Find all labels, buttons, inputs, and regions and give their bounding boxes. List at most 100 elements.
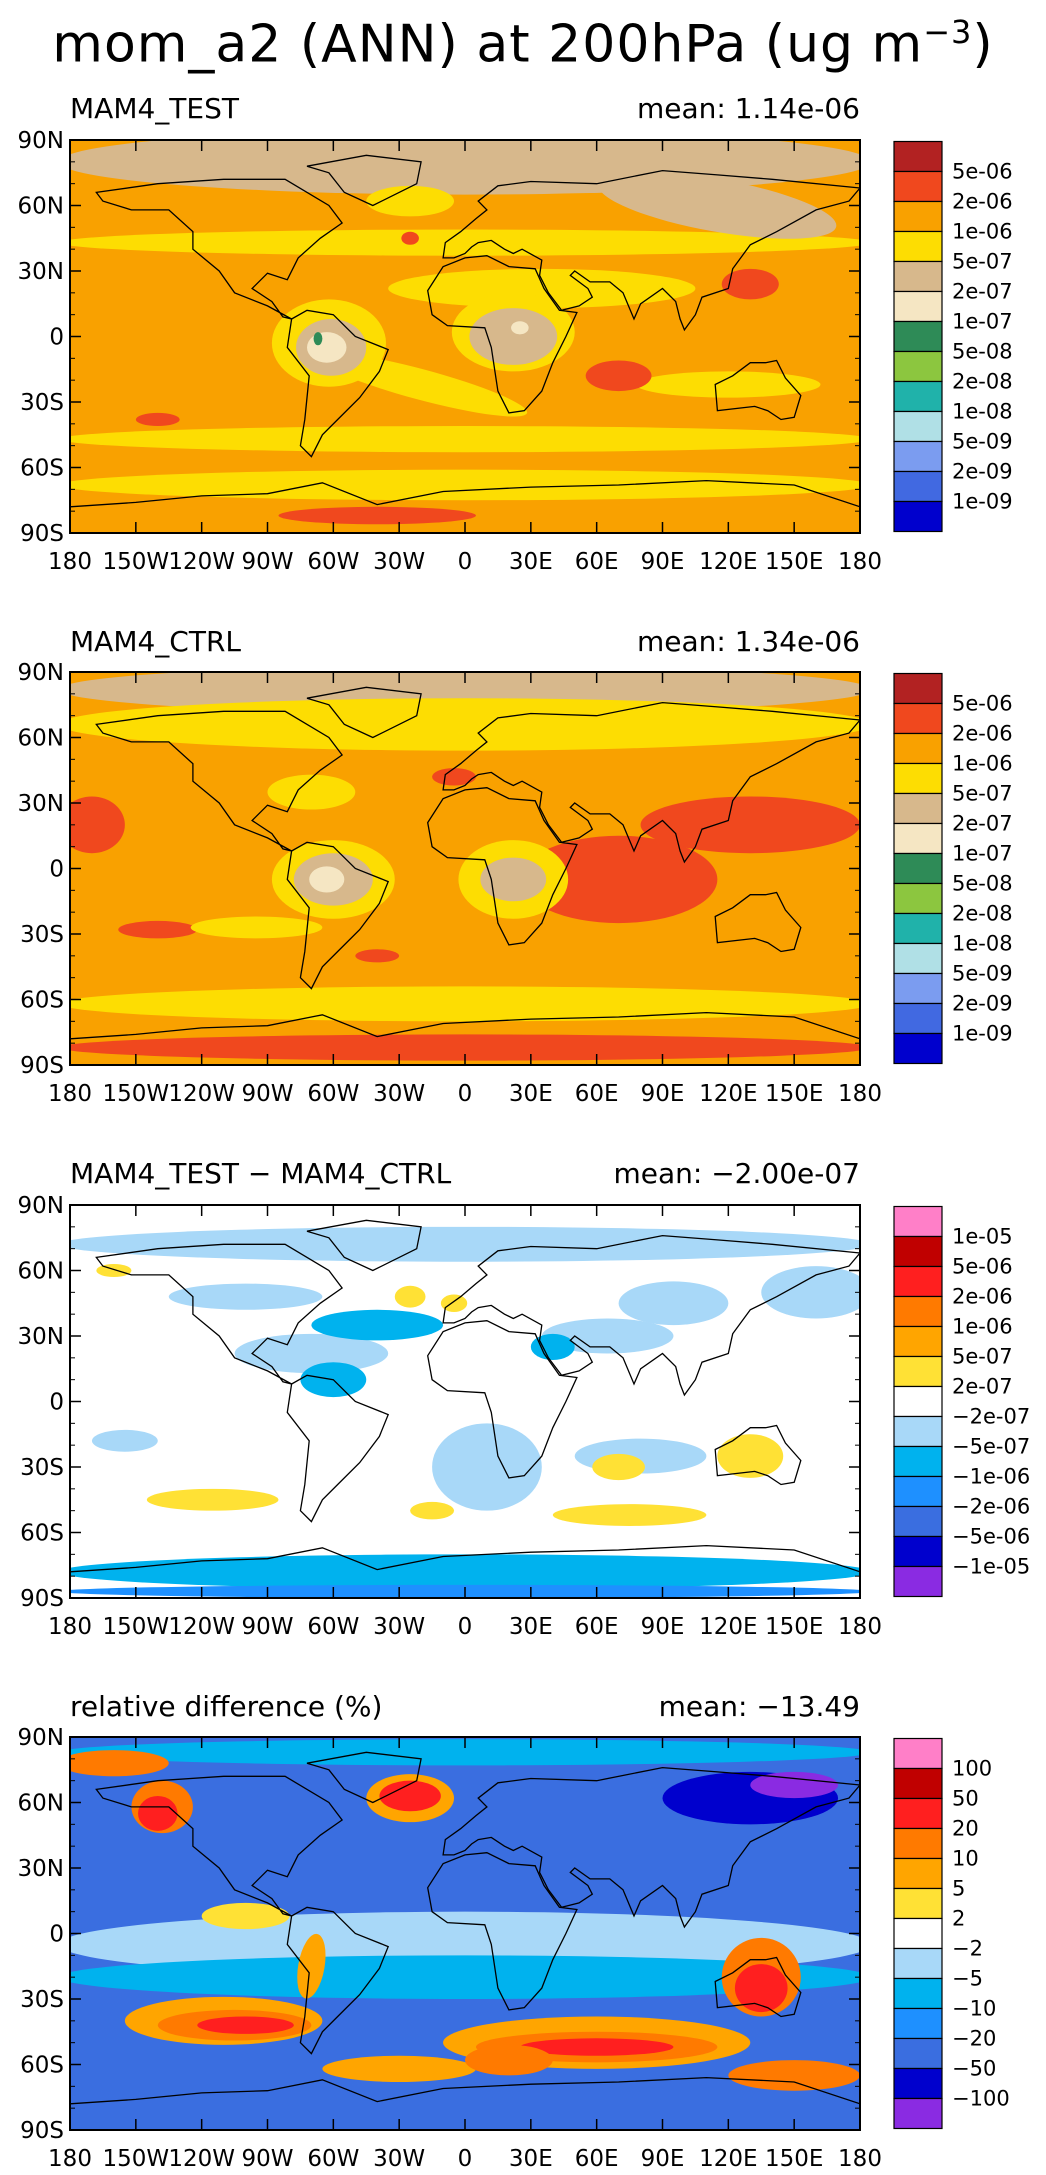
coastline-greenland bbox=[306, 154, 422, 207]
colorbar-box bbox=[893, 170, 943, 203]
lon-label: 0 bbox=[458, 2146, 473, 2172]
colorbar-label: 5e-09 bbox=[952, 430, 1013, 454]
lat-label: 30S bbox=[20, 1455, 64, 1481]
contour-region bbox=[307, 332, 347, 363]
map-field bbox=[70, 1205, 860, 1598]
colorbar-label: 2e-06 bbox=[952, 722, 1013, 746]
colorbar-label: 1e-07 bbox=[952, 842, 1013, 866]
contour-region bbox=[70, 796, 125, 854]
lat-label: 90S bbox=[20, 521, 64, 547]
colorbar-label: 2e-06 bbox=[952, 190, 1013, 214]
lat-label: 60S bbox=[20, 2053, 64, 2079]
colorbar-label: 2e-06 bbox=[952, 1285, 1013, 1309]
lat-label: 30N bbox=[18, 1324, 64, 1350]
contour-region bbox=[480, 857, 547, 902]
lat-label: 60N bbox=[18, 726, 64, 752]
colorbar-box bbox=[893, 290, 943, 323]
lat-label: 30N bbox=[18, 259, 64, 285]
colorbar-box bbox=[893, 1535, 943, 1568]
lon-label: 120E bbox=[699, 2146, 757, 2172]
panel-title: MAM4_TEST bbox=[70, 92, 240, 125]
panel-mean: mean: 1.14e-06 bbox=[637, 92, 860, 125]
colorbar-label: 100 bbox=[952, 1757, 992, 1781]
map-background bbox=[70, 1205, 860, 1598]
colorbar-box bbox=[893, 2037, 943, 2070]
coastline-eurasia bbox=[442, 1766, 860, 1929]
colorbar-box bbox=[893, 1445, 943, 1478]
lon-label: 90E bbox=[641, 1614, 685, 1640]
contour-region bbox=[234, 1333, 389, 1374]
lat-label: 90S bbox=[20, 1586, 64, 1612]
contour-region bbox=[592, 1453, 645, 1481]
contour-region bbox=[96, 1263, 132, 1278]
contour-region bbox=[311, 1309, 444, 1341]
lon-label: 180 bbox=[838, 1614, 882, 1640]
colorbar-box bbox=[893, 1032, 943, 1065]
colorbar-label: 10 bbox=[952, 1847, 979, 1871]
colorbar-box bbox=[893, 1827, 943, 1860]
colorbar-box bbox=[893, 350, 943, 383]
colorbar-label: 2e-09 bbox=[952, 992, 1013, 1016]
contour-region bbox=[138, 1795, 178, 1831]
contour-region bbox=[598, 172, 837, 239]
colorbar-label: 5e-08 bbox=[952, 872, 1013, 896]
colorbar-label: 1e-08 bbox=[952, 932, 1013, 956]
colorbar-box bbox=[893, 2067, 943, 2100]
colorbar-box bbox=[893, 470, 943, 503]
figure-title: mom_a2 (ANN) at 200hPa (ug m−3) bbox=[0, 0, 1046, 76]
lat-label: 0 bbox=[49, 325, 64, 351]
lon-label: 90W bbox=[241, 1614, 293, 1640]
contour-region bbox=[618, 1281, 729, 1326]
contour-region bbox=[118, 920, 198, 939]
colorbar-box bbox=[893, 260, 943, 293]
colorbar-box bbox=[893, 1797, 943, 1830]
lat-label: 0 bbox=[49, 1390, 64, 1416]
contour-region bbox=[168, 1283, 323, 1310]
coastline-antarctica bbox=[70, 1011, 860, 1040]
colorbar-box bbox=[893, 200, 943, 233]
lon-label: 30E bbox=[509, 2146, 553, 2172]
lon-label: 120E bbox=[699, 1081, 757, 1107]
contour-region bbox=[440, 1294, 468, 1312]
lon-label: 120W bbox=[168, 1614, 235, 1640]
map-field bbox=[70, 1737, 860, 2130]
colorbar-label: 2e-08 bbox=[952, 370, 1013, 394]
contour-region bbox=[70, 1750, 169, 1777]
contour-region bbox=[70, 698, 860, 751]
colorbar-box bbox=[893, 1355, 943, 1388]
contour-region bbox=[401, 231, 419, 245]
lon-label: 120W bbox=[168, 549, 235, 575]
lon-label: 120W bbox=[168, 2146, 235, 2172]
lon-label: 90E bbox=[641, 1081, 685, 1107]
lon-label: 90E bbox=[641, 2146, 685, 2172]
colorbar-box bbox=[893, 1857, 943, 1890]
colorbar-label: 2e-07 bbox=[952, 812, 1013, 836]
colorbar-box bbox=[893, 882, 943, 915]
lon-label: 60W bbox=[307, 1614, 359, 1640]
lon-label: 60E bbox=[575, 1081, 619, 1107]
contour-region bbox=[728, 2060, 860, 2091]
colorbar-box bbox=[893, 410, 943, 443]
lon-label: 120E bbox=[699, 549, 757, 575]
lon-label: 120W bbox=[168, 1081, 235, 1107]
figure-title-text: mom_a2 (ANN) at 200hPa (ug m bbox=[52, 14, 924, 75]
lat-label: 60N bbox=[18, 194, 64, 220]
coastline-antarctica bbox=[70, 1544, 860, 1573]
coastline-greenland bbox=[306, 1751, 422, 1804]
lon-label: 180 bbox=[838, 549, 882, 575]
coastline-australia bbox=[714, 891, 802, 953]
colorbar-label: 20 bbox=[952, 1817, 979, 1841]
colorbar-label: 50 bbox=[952, 1787, 979, 1811]
colorbar-box bbox=[893, 2097, 943, 2130]
colorbar-box bbox=[893, 500, 943, 533]
lat-label: 90S bbox=[20, 1053, 64, 1079]
lat-label: 30S bbox=[20, 1987, 64, 2013]
lat-label: 60S bbox=[20, 1521, 64, 1547]
colorbar-label: 5e-08 bbox=[952, 340, 1013, 364]
lat-label: 30S bbox=[20, 390, 64, 416]
colorbar-label: −2e-06 bbox=[952, 1495, 1030, 1519]
lon-label: 60E bbox=[575, 1614, 619, 1640]
contour-region bbox=[636, 371, 821, 398]
lon-label: 90W bbox=[241, 2146, 293, 2172]
coastline-southAmerica bbox=[286, 1906, 390, 2055]
